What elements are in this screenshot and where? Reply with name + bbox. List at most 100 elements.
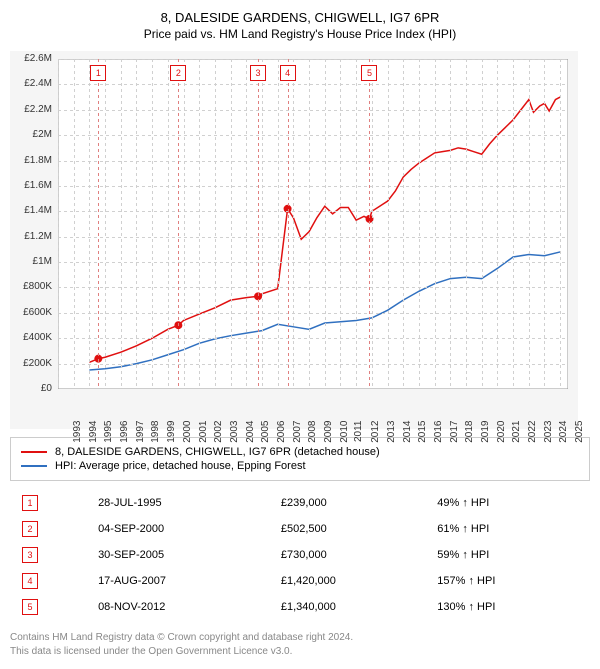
gridline-v	[482, 59, 483, 389]
table-row: 417-AUG-2007£1,420,000157% ↑ HPI	[12, 569, 588, 593]
xtick-label: 2014	[401, 421, 412, 443]
row-price: £239,000	[271, 491, 425, 515]
ytick-label: £800K	[10, 281, 52, 292]
sales-table: 128-JUL-1995£239,00049% ↑ HPI204-SEP-200…	[10, 489, 590, 621]
xtick-label: 2007	[291, 421, 302, 443]
table-row: 330-SEP-2005£730,00059% ↑ HPI	[12, 543, 588, 567]
gridline-h	[58, 84, 568, 85]
gridline-v	[388, 59, 389, 389]
row-pct: 157% ↑ HPI	[427, 569, 588, 593]
gridline-v	[529, 59, 530, 389]
ytick-label: £2.2M	[10, 104, 52, 115]
xtick-label: 2022	[527, 421, 538, 443]
gridline-v	[466, 59, 467, 389]
gridline-v	[450, 59, 451, 389]
ytick-label: £0	[10, 383, 52, 394]
gridline-h	[58, 110, 568, 111]
gridline-v	[309, 59, 310, 389]
xtick-label: 2006	[276, 421, 287, 443]
gridline-v	[513, 59, 514, 389]
xtick-label: 2009	[323, 421, 334, 443]
xtick-label: 2000	[182, 421, 193, 443]
footer-line-1: Contains HM Land Registry data © Crown c…	[10, 631, 590, 645]
xtick-label: 2010	[339, 421, 350, 443]
gridline-h	[58, 237, 568, 238]
gridline-v	[58, 59, 59, 389]
row-date: 04-SEP-2000	[88, 517, 269, 541]
xtick-label: 2019	[480, 421, 491, 443]
gridline-v	[89, 59, 90, 389]
row-pct: 49% ↑ HPI	[427, 491, 588, 515]
xtick-label: 2017	[448, 421, 459, 443]
gridline-h	[58, 186, 568, 187]
xtick-label: 2005	[260, 421, 271, 443]
gridline-v	[325, 59, 326, 389]
gridline-h	[58, 287, 568, 288]
row-idx: 3	[12, 543, 86, 567]
gridline-v	[199, 59, 200, 389]
gridline-h	[58, 161, 568, 162]
page-title: 8, DALESIDE GARDENS, CHIGWELL, IG7 6PR	[10, 10, 590, 25]
xtick-label: 2016	[433, 421, 444, 443]
row-date: 17-AUG-2007	[88, 569, 269, 593]
gridline-v	[262, 59, 263, 389]
row-price: £1,420,000	[271, 569, 425, 593]
gridline-v	[246, 59, 247, 389]
xtick-label: 1998	[150, 421, 161, 443]
legend-label-blue: HPI: Average price, detached house, Eppi…	[55, 460, 306, 472]
gridline-v	[340, 59, 341, 389]
ytick-label: £2M	[10, 129, 52, 140]
gridline-h	[58, 59, 568, 60]
ytick-label: £1M	[10, 256, 52, 267]
gridline-v	[435, 59, 436, 389]
xtick-label: 2023	[543, 421, 554, 443]
ytick-label: £1.6M	[10, 180, 52, 191]
xtick-label: 2025	[574, 421, 585, 443]
gridline-v	[293, 59, 294, 389]
gridline-h	[58, 262, 568, 263]
sale-marker-box: 5	[361, 65, 377, 81]
gridline-h	[58, 211, 568, 212]
table-row: 204-SEP-2000£502,50061% ↑ HPI	[12, 517, 588, 541]
gridline-v	[74, 59, 75, 389]
sale-marker-line	[178, 59, 179, 389]
sale-marker-box: 3	[250, 65, 266, 81]
legend-label-red: 8, DALESIDE GARDENS, CHIGWELL, IG7 6PR (…	[55, 446, 380, 458]
ytick-label: £2.4M	[10, 78, 52, 89]
chart-svg	[58, 59, 568, 389]
xtick-label: 2018	[464, 421, 475, 443]
row-price: £502,500	[271, 517, 425, 541]
xtick-label: 2013	[386, 421, 397, 443]
footer: Contains HM Land Registry data © Crown c…	[10, 631, 590, 659]
row-idx: 4	[12, 569, 86, 593]
gridline-v	[403, 59, 404, 389]
gridline-v	[121, 59, 122, 389]
ytick-label: £1.4M	[10, 205, 52, 216]
gridline-v	[278, 59, 279, 389]
gridline-h	[58, 313, 568, 314]
xtick-label: 2012	[370, 421, 381, 443]
ytick-label: £400K	[10, 332, 52, 343]
gridline-h	[58, 364, 568, 365]
xtick-label: 1997	[135, 421, 146, 443]
sale-marker-box: 1	[90, 65, 106, 81]
table-row: 508-NOV-2012£1,340,000130% ↑ HPI	[12, 595, 588, 619]
xtick-label: 1995	[103, 421, 114, 443]
xtick-label: 2002	[213, 421, 224, 443]
gridline-v	[105, 59, 106, 389]
gridline-v	[215, 59, 216, 389]
gridline-v	[136, 59, 137, 389]
legend: 8, DALESIDE GARDENS, CHIGWELL, IG7 6PR (…	[10, 437, 590, 481]
xtick-label: 1996	[119, 421, 130, 443]
row-price: £1,340,000	[271, 595, 425, 619]
gridline-h	[58, 338, 568, 339]
legend-swatch-red	[21, 451, 47, 453]
table-row: 128-JUL-1995£239,00049% ↑ HPI	[12, 491, 588, 515]
gridline-v	[152, 59, 153, 389]
footer-line-2: This data is licensed under the Open Gov…	[10, 645, 590, 659]
legend-swatch-blue	[21, 465, 47, 467]
xtick-label: 2011	[353, 421, 364, 443]
xtick-label: 1994	[87, 421, 98, 443]
xtick-label: 2024	[558, 421, 569, 443]
row-price: £730,000	[271, 543, 425, 567]
